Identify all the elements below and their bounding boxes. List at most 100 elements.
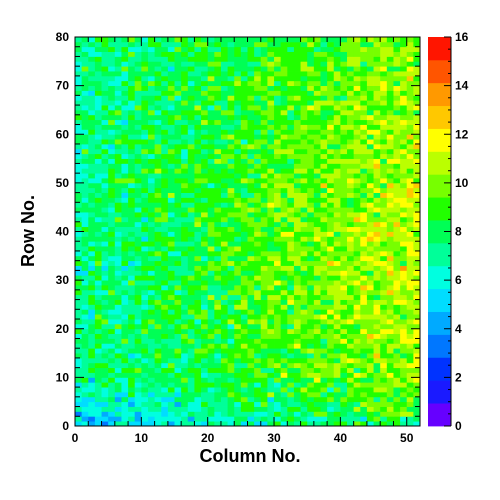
heatmap-cell — [121, 241, 129, 247]
heatmap-cell — [174, 182, 182, 189]
heatmap-cell — [267, 37, 275, 43]
heatmap-cell — [181, 406, 189, 412]
heatmap-cell — [187, 168, 195, 174]
heatmap-cell — [386, 153, 394, 159]
heatmap-cell — [147, 396, 156, 403]
heatmap-cell — [267, 265, 275, 271]
heatmap-cell — [400, 421, 408, 427]
heatmap-cell — [194, 357, 202, 364]
heatmap-cell — [360, 246, 368, 252]
heatmap-cell — [94, 362, 102, 369]
heatmap-cell — [320, 56, 328, 62]
heatmap-cell — [247, 255, 255, 262]
heatmap-cell — [293, 319, 301, 325]
heatmap-cell — [194, 304, 202, 310]
heatmap-cell — [247, 338, 255, 344]
heatmap-cell — [247, 46, 255, 52]
heatmap-cell — [274, 56, 282, 62]
heatmap-cell — [114, 416, 122, 422]
heatmap-cell — [240, 406, 248, 412]
heatmap-cell — [207, 148, 215, 155]
heatmap-cell — [373, 353, 381, 359]
heatmap-cell — [234, 275, 242, 281]
heatmap-cell — [293, 323, 301, 330]
heatmap-cell — [141, 353, 149, 359]
heatmap-cell — [280, 46, 288, 52]
heatmap-cell — [94, 173, 102, 179]
heatmap-cell — [380, 280, 388, 286]
heatmap-cell — [94, 343, 102, 349]
heatmap-cell — [207, 348, 215, 354]
heatmap-cell — [147, 255, 156, 262]
heatmap-cell — [373, 299, 381, 305]
heatmap-cell — [147, 124, 156, 130]
heatmap-cell — [134, 51, 142, 57]
heatmap-cell — [293, 66, 301, 72]
heatmap-cell — [327, 314, 335, 320]
heatmap-cell — [287, 270, 295, 276]
heatmap-cell — [147, 221, 156, 228]
heatmap-cell — [413, 275, 421, 281]
heatmap-cell — [267, 139, 275, 145]
heatmap-cell — [386, 353, 394, 359]
heatmap-cell — [247, 401, 255, 407]
heatmap-cell — [194, 178, 202, 184]
heatmap-cell — [234, 192, 242, 198]
heatmap-cell — [234, 71, 242, 77]
heatmap-cell — [254, 338, 262, 344]
heatmap-cell — [300, 328, 308, 335]
heatmap-cell — [88, 406, 96, 412]
heatmap-cell — [340, 323, 348, 330]
heatmap-cell — [333, 284, 341, 291]
heatmap-cell — [240, 173, 248, 179]
heatmap-cell — [366, 367, 374, 373]
heatmap-cell — [154, 411, 162, 417]
heatmap-cell — [413, 323, 421, 330]
heatmap-cell — [406, 255, 414, 262]
heatmap-cell — [340, 391, 348, 398]
heatmap-cell — [393, 148, 401, 155]
heatmap-cell — [327, 37, 335, 43]
heatmap-cell — [114, 348, 122, 354]
heatmap-cell — [194, 236, 202, 242]
heatmap-cell — [240, 212, 248, 218]
heatmap-cell — [234, 231, 242, 237]
heatmap-cell — [287, 260, 295, 266]
heatmap-cell — [313, 158, 321, 164]
heatmap-cell — [194, 348, 202, 354]
heatmap-cell — [386, 182, 394, 189]
heatmap-cell — [147, 367, 156, 373]
heatmap-cell — [313, 406, 321, 412]
heatmap-cell — [154, 202, 162, 208]
heatmap-cell — [174, 372, 182, 378]
heatmap-cell — [247, 192, 255, 198]
heatmap-cell — [94, 348, 102, 354]
heatmap-cell — [353, 294, 361, 300]
heatmap-cell — [293, 139, 301, 145]
heatmap-cell — [101, 357, 109, 364]
heatmap-cell — [307, 333, 315, 339]
heatmap-cell — [220, 51, 228, 57]
heatmap-cell — [88, 80, 96, 87]
heatmap-cell — [187, 226, 195, 232]
heatmap-cell — [88, 294, 96, 300]
heatmap-cell — [366, 299, 374, 305]
heatmap-cell — [101, 56, 109, 62]
heatmap-cell — [267, 377, 275, 383]
heatmap-cell — [240, 421, 248, 427]
heatmap-cell — [187, 134, 195, 140]
heatmap-cell — [187, 114, 195, 121]
heatmap-cell — [373, 187, 381, 193]
heatmap-cell — [320, 143, 328, 150]
heatmap-cell — [333, 406, 341, 412]
heatmap-cell — [75, 212, 83, 218]
heatmap-cell — [114, 357, 122, 364]
heatmap-cell — [300, 348, 308, 354]
heatmap-cell — [108, 66, 116, 72]
heatmap-cell — [393, 56, 401, 62]
heatmap-cell — [340, 357, 348, 364]
heatmap-cell — [121, 75, 129, 82]
heatmap-cell — [134, 192, 142, 198]
heatmap-cell — [121, 100, 129, 106]
heatmap-cell — [340, 90, 348, 96]
